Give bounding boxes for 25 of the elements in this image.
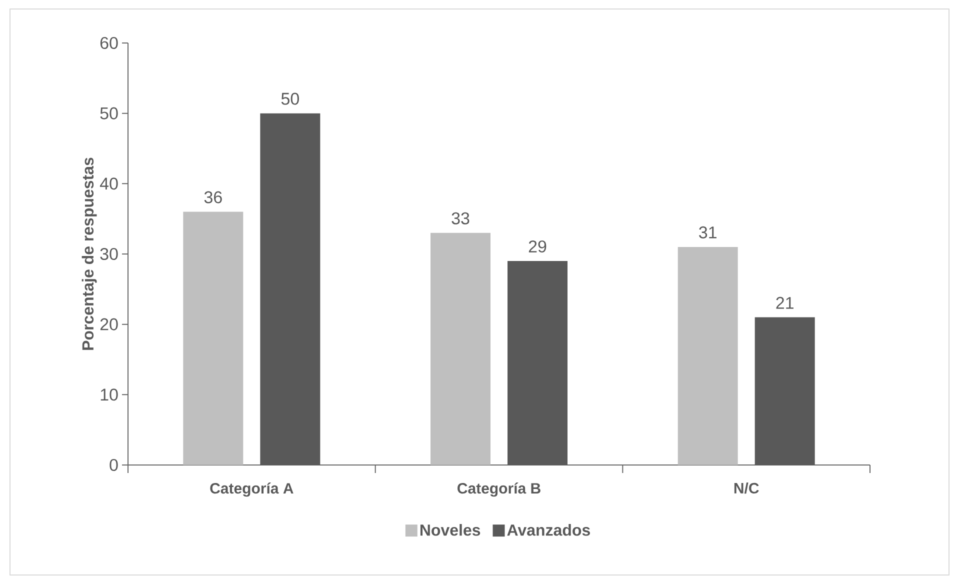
bar xyxy=(678,246,738,465)
legend-label: Noveles xyxy=(420,524,480,536)
legend-label: Avanzados xyxy=(507,524,590,536)
bar xyxy=(430,232,491,465)
data-label: 33 xyxy=(452,212,470,224)
data-label: 21 xyxy=(776,296,794,309)
bar xyxy=(754,317,815,465)
x-tick-label: Categoría A xyxy=(210,482,294,497)
x-tick-label: Categoría B xyxy=(458,482,540,497)
y-axis-title: Porcentaje de respuestas xyxy=(82,158,97,350)
data-label: 36 xyxy=(204,191,222,204)
y-tick-label: 0 xyxy=(110,458,118,472)
bar xyxy=(183,212,244,465)
y-tick-label: 20 xyxy=(100,318,118,330)
data-label: 29 xyxy=(528,240,546,253)
y-tick-label: 50 xyxy=(100,107,118,120)
y-tick-label: 30 xyxy=(100,248,118,260)
y-tick-label: 10 xyxy=(100,388,118,401)
y-tick-label: 40 xyxy=(100,178,118,190)
data-label: 31 xyxy=(699,226,716,238)
data-label: 50 xyxy=(281,92,299,105)
bar xyxy=(260,113,320,465)
x-tick-label: N/C xyxy=(734,482,759,494)
bar xyxy=(508,261,568,465)
y-tick-label: 60 xyxy=(100,36,118,50)
